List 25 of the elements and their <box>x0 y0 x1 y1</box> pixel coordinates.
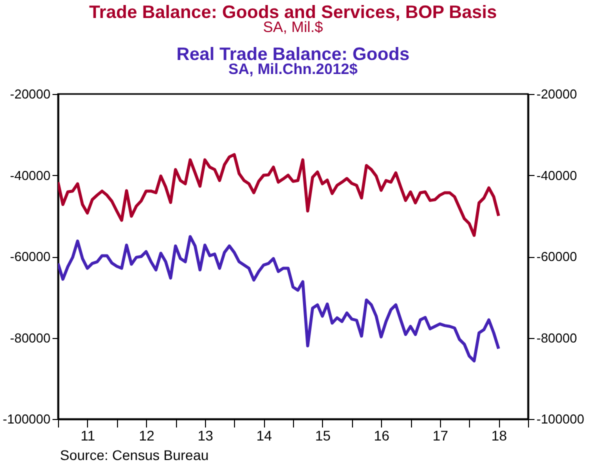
text: Real Trade Balance: Goods <box>176 44 410 64</box>
x-tick-label: 13 <box>198 428 214 444</box>
x-tick-label: 17 <box>432 428 448 444</box>
line-series <box>58 153 500 237</box>
y2-tick-label: -80000 <box>536 330 577 346</box>
text: SA, Mil.Chn.2012$ <box>228 61 358 78</box>
source-note: Source: Census Bureau <box>60 447 209 461</box>
text: Trade Balance: Goods and Services, BOP Basis <box>89 2 497 22</box>
x-tick-label: 18 <box>491 428 508 444</box>
line-series <box>58 235 500 362</box>
y-tick-label: -80000 <box>10 330 50 346</box>
x-tick-label: 12 <box>138 428 155 444</box>
x-tick-label: 15 <box>315 428 331 444</box>
text: SA, Mil.$ <box>262 19 324 36</box>
y-tick-label: -100000 <box>2 412 50 426</box>
x-tick-label: 11 <box>80 428 96 444</box>
y2-tick-label: -20000 <box>536 86 577 102</box>
y2-tick-label: -100000 <box>536 412 584 426</box>
x-tick-label: 14 <box>256 428 272 444</box>
y-tick-label: -40000 <box>10 168 50 183</box>
y2-tick-label: -40000 <box>536 168 577 183</box>
x-tick-label: 16 <box>374 428 390 444</box>
y2-tick-label: -60000 <box>536 249 577 264</box>
y-tick-label: -60000 <box>10 249 50 264</box>
y-tick-label: -20000 <box>10 86 50 102</box>
